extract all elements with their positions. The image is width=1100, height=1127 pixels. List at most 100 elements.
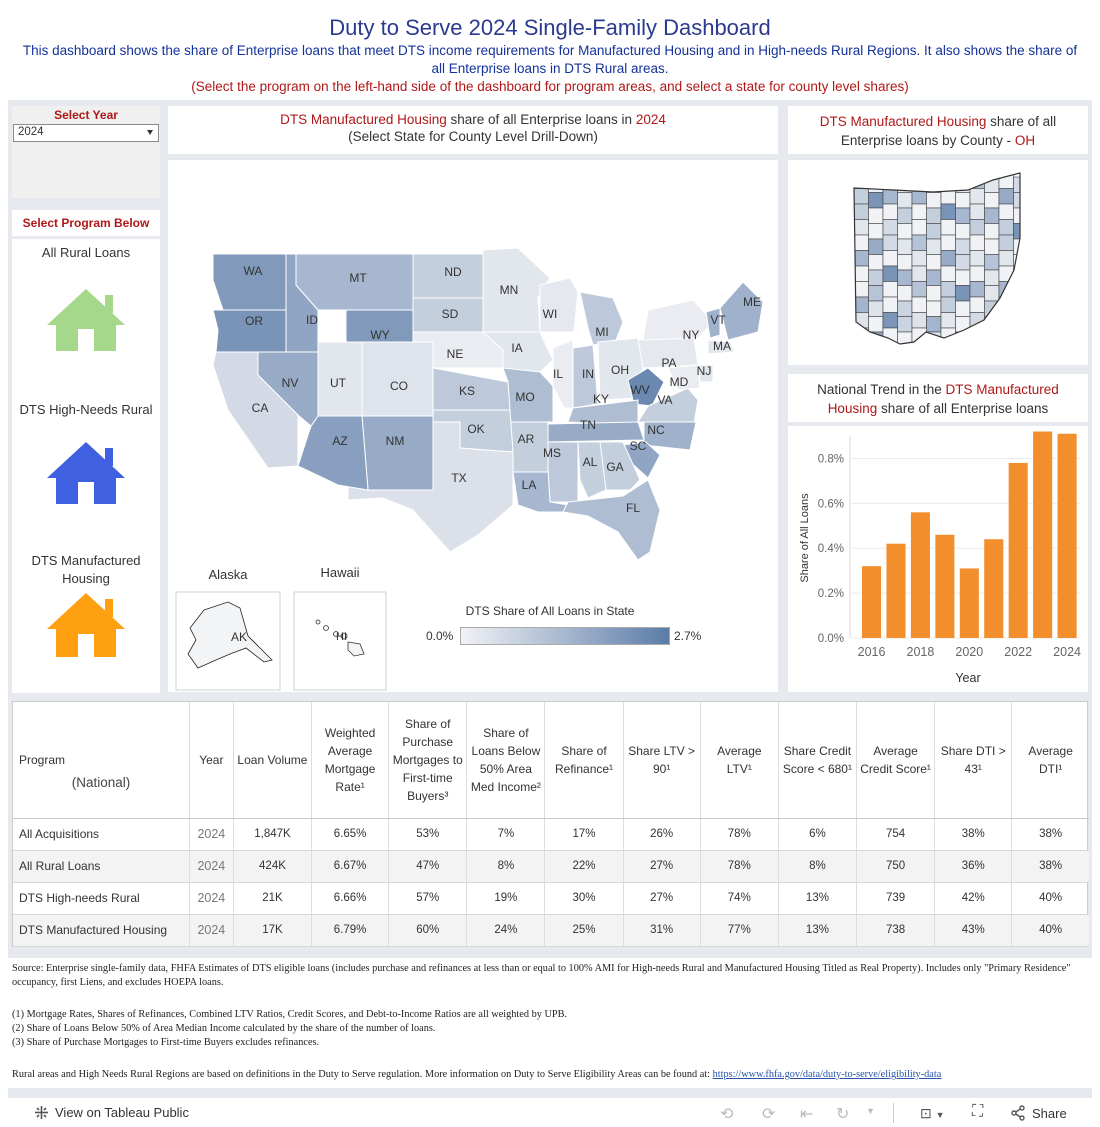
download-icon[interactable]: ⊡ ▼ [920, 1105, 945, 1121]
eligibility-link[interactable]: https://www.fhfa.gov/data/duty-to-serve/… [712, 1069, 942, 1080]
county-cell[interactable] [1013, 331, 1029, 348]
program-manufactured-housing-button[interactable]: DTS Manufactured Housing [12, 549, 160, 689]
column-header[interactable]: Average DTI¹ [1011, 702, 1089, 819]
county-cell[interactable] [969, 327, 985, 344]
county-cell[interactable] [1013, 192, 1029, 209]
county-cell[interactable] [854, 219, 869, 236]
county-cell[interactable] [1013, 269, 1029, 286]
county-cell[interactable] [897, 300, 913, 317]
state-wi[interactable] [539, 277, 579, 333]
bar-2024[interactable] [1057, 433, 1077, 638]
county-cell[interactable] [955, 192, 971, 209]
county-cell[interactable] [868, 300, 884, 317]
county-cell[interactable] [911, 296, 927, 313]
redo-icon[interactable]: ⟳ [762, 1106, 776, 1123]
county-cell[interactable] [926, 300, 942, 317]
county-cell[interactable] [868, 254, 884, 271]
county-cell[interactable] [940, 250, 956, 267]
county-cell[interactable] [911, 250, 927, 267]
county-cell[interactable] [940, 281, 956, 298]
state-al[interactable] [577, 441, 607, 499]
county-cell[interactable] [911, 219, 927, 236]
view-on-tableau-button[interactable]: View on Tableau Public [34, 1105, 189, 1120]
county-cell[interactable] [868, 316, 884, 333]
column-header[interactable]: Share LTV > 90¹ [623, 702, 701, 819]
county-cell[interactable] [1013, 285, 1029, 302]
county-cell[interactable] [969, 234, 985, 251]
table-row[interactable]: All Acquisitions 2024 1,847K 6.65% 53% 7% 17% 2… [13, 818, 1089, 851]
county-cell[interactable] [984, 254, 1000, 271]
column-header[interactable]: Share Credit Score < 680¹ [778, 702, 858, 819]
county-cell[interactable] [1013, 176, 1029, 193]
fullscreen-icon[interactable]: ⛶ [972, 1103, 984, 1120]
county-cell[interactable] [868, 207, 884, 224]
county-cell[interactable] [940, 219, 956, 236]
county-cell[interactable] [882, 234, 898, 251]
state-va[interactable] [637, 387, 699, 425]
state-vt[interactable] [705, 307, 721, 339]
county-cell[interactable] [911, 173, 927, 189]
county-cell[interactable] [984, 331, 1000, 348]
county-cell[interactable] [1013, 207, 1029, 224]
county-cell[interactable] [868, 223, 884, 240]
table-row[interactable]: DTS High-needs Rural 2024 21K 6.66% 57% 19% 30… [13, 882, 1089, 915]
county-cell[interactable] [998, 250, 1014, 267]
state-ca[interactable] [212, 351, 299, 469]
county-cell[interactable] [984, 316, 1000, 333]
county-cell[interactable] [897, 223, 913, 240]
county-cell[interactable] [911, 265, 927, 282]
county-cell[interactable] [926, 176, 942, 193]
county-cell[interactable] [897, 254, 913, 271]
county-cell[interactable] [969, 265, 985, 282]
county-cell[interactable] [984, 207, 1000, 224]
county-cell[interactable] [911, 281, 927, 298]
state-md[interactable] [667, 364, 701, 391]
column-header[interactable]: Share of Loans Below 50% Area Med Income… [466, 702, 546, 819]
county-cell[interactable] [897, 207, 913, 224]
county-cell[interactable] [984, 238, 1000, 255]
column-header[interactable]: Share of Refinance¹ [544, 702, 624, 819]
county-cell[interactable] [969, 219, 985, 236]
undo-icon[interactable]: ⟲ [720, 1106, 734, 1123]
county-cell[interactable] [940, 234, 956, 251]
column-header[interactable]: Share DTI > 43¹ [934, 702, 1013, 819]
county-cell[interactable] [984, 285, 1000, 302]
column-header[interactable]: Average Credit Score¹ [856, 702, 936, 819]
county-cell[interactable] [882, 219, 898, 236]
county-cell[interactable] [998, 327, 1014, 344]
county-cell[interactable] [969, 188, 985, 205]
bar-2018[interactable] [910, 512, 930, 638]
county-cell[interactable] [882, 265, 898, 282]
table-row[interactable]: DTS Manufactured Housing 2024 17K 6.79% 60% 2… [13, 914, 1089, 947]
state-nc[interactable] [643, 421, 697, 451]
bar-2016[interactable] [862, 566, 882, 638]
county-cell[interactable] [955, 331, 971, 348]
county-cell[interactable] [854, 265, 869, 282]
state-ny[interactable] [642, 299, 714, 341]
hawaii-shape[interactable] [315, 619, 365, 657]
revert-icon[interactable]: ⇤ [800, 1106, 814, 1123]
refresh-icon[interactable]: ↻ [836, 1106, 850, 1123]
state-il[interactable] [552, 339, 574, 409]
county-cell[interactable] [854, 234, 869, 251]
county-cell[interactable] [940, 173, 956, 189]
county-cell[interactable] [926, 254, 942, 271]
county-cell[interactable] [926, 316, 942, 333]
county-cell[interactable] [1013, 316, 1029, 333]
county-cell[interactable] [911, 203, 927, 220]
county-cell[interactable] [868, 285, 884, 302]
alaska-shape[interactable] [187, 601, 273, 669]
county-cell[interactable] [926, 285, 942, 302]
county-cell[interactable] [926, 207, 942, 224]
county-cell[interactable] [998, 265, 1014, 282]
county-cell[interactable] [955, 285, 971, 302]
state-me[interactable] [719, 281, 764, 341]
county-cell[interactable] [868, 192, 884, 209]
county-cell[interactable] [969, 296, 985, 313]
county-cell[interactable] [854, 203, 869, 220]
county-cell[interactable] [1013, 300, 1029, 317]
state-in[interactable] [572, 344, 599, 409]
program-high-needs-rural-button[interactable]: DTS High-Needs Rural [12, 391, 160, 511]
county-cell[interactable] [955, 238, 971, 255]
state-nm[interactable] [361, 415, 434, 491]
